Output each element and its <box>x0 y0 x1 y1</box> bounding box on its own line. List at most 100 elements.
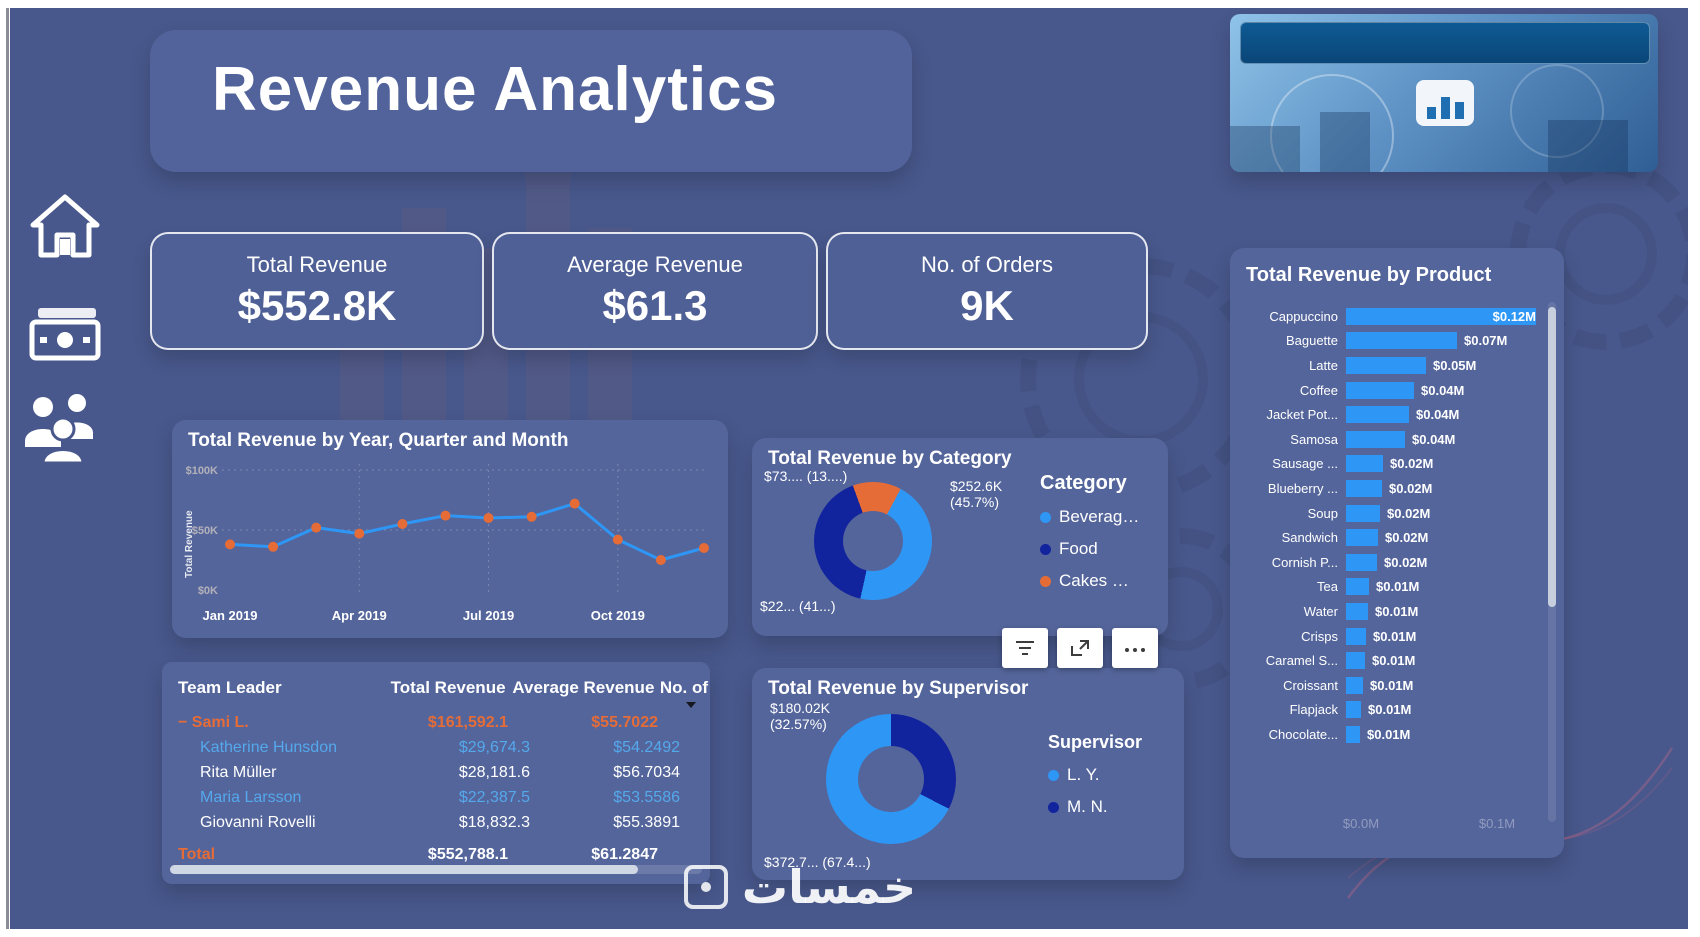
product-bar[interactable] <box>1346 356 1426 374</box>
table-body: − Sami L. $161,592.1 $55.7022 Katherine Hun… <box>162 710 710 835</box>
product-bar[interactable] <box>1346 627 1366 645</box>
product-bar[interactable] <box>1346 479 1382 497</box>
table-row[interactable]: Katherine Hunsdon $29,674.3 $54.2492 <box>162 735 710 760</box>
callout-pct: (32.57%) <box>770 716 827 732</box>
focus-mode-icon <box>1071 640 1089 656</box>
visual-header-toolbar <box>1002 628 1158 668</box>
data-point[interactable] <box>699 543 709 553</box>
data-point[interactable] <box>526 511 537 522</box>
supervisor-donut[interactable] <box>826 714 956 844</box>
y-axis-title: Total Revenue <box>184 510 195 578</box>
product-bar[interactable] <box>1346 430 1405 448</box>
product-category-label: Sandwich <box>1281 530 1338 546</box>
total-revenue-cell: $161,592.1 <box>427 713 508 731</box>
data-point[interactable] <box>268 541 279 552</box>
column-header-total-revenue[interactable]: Total Revenue <box>390 678 506 697</box>
product-bar-row: Chocolate... $0.01M <box>1238 722 1542 747</box>
line-chart-svg[interactable]: $0K $50K $100K Jan 2019 Apr 2019 Jul 2019 Oct … <box>178 456 722 628</box>
horizontal-scrollbar-thumb[interactable] <box>170 865 638 874</box>
legend-item-cakes[interactable]: Cakes … <box>1040 571 1139 591</box>
product-category-label: Flapjack <box>1289 702 1338 718</box>
product-bar-row: Cappuccino $0.12M <box>1238 304 1542 329</box>
table-header: Team Leader Total Revenue Average Revenu… <box>162 678 710 698</box>
table-row[interactable]: Giovanni Rovelli $18,832.3 $55.3891 <box>162 810 710 835</box>
nav-revenue-button[interactable] <box>22 292 108 372</box>
product-bar[interactable] <box>1346 553 1377 571</box>
data-point[interactable] <box>225 539 235 550</box>
column-header-no-of[interactable]: No. of <box>659 678 708 697</box>
sort-descending-icon[interactable] <box>686 702 696 708</box>
legend-item-beverag[interactable]: Beverag… <box>1040 507 1139 527</box>
svg-text:Apr 2019: Apr 2019 <box>332 608 387 623</box>
table-row[interactable]: Maria Larsson $22,387.5 $53.5586 <box>162 785 710 810</box>
vertical-scrollbar-track[interactable] <box>1548 302 1556 822</box>
product-bar[interactable]: $0.12M <box>1346 307 1536 325</box>
legend-item-food[interactable]: Food <box>1040 539 1139 559</box>
horizontal-scrollbar-track[interactable] <box>170 865 702 874</box>
product-bar[interactable] <box>1346 455 1383 473</box>
callout-value: $252.6K <box>950 478 1003 494</box>
category-donut[interactable] <box>814 482 932 600</box>
legend-title: Category <box>1040 472 1127 494</box>
product-bar[interactable] <box>1346 676 1363 694</box>
team-leader-cell: Maria Larsson <box>162 789 405 807</box>
product-bar[interactable] <box>1346 725 1360 743</box>
product-bar[interactable] <box>1346 381 1414 399</box>
supervisor-chart-title: Total Revenue by Supervisor <box>768 678 1029 699</box>
product-bar-row: Blueberry ... $0.02M <box>1238 476 1542 501</box>
column-header-average-revenue[interactable]: Average Revenue <box>512 678 655 697</box>
nav-home-button[interactable] <box>22 186 108 266</box>
product-category-label: Sausage ... <box>1272 456 1338 472</box>
product-bar[interactable] <box>1346 652 1365 670</box>
callout-mn: $180.02K (32.57%) <box>770 700 830 732</box>
bar-chart-icon <box>1416 80 1474 126</box>
supervisor-legend: Supervisor L. Y. M. N. <box>1048 732 1142 829</box>
data-point[interactable] <box>569 498 580 509</box>
data-point[interactable] <box>311 522 322 533</box>
column-header-team-leader[interactable]: Team Leader <box>178 678 282 697</box>
legend-item-mn[interactable]: M. N. <box>1048 797 1142 817</box>
data-point[interactable] <box>655 555 666 565</box>
product-bar[interactable] <box>1346 406 1409 424</box>
table-row[interactable]: Rita Müller $28,181.6 $56.7034 <box>162 760 710 785</box>
product-category-label: Caramel S... <box>1265 653 1338 669</box>
legend-item-ly[interactable]: L. Y. <box>1048 765 1142 785</box>
bar-track: $0.01M <box>1346 725 1542 743</box>
callout-beverages: $252.6K (45.7%) <box>950 478 1002 510</box>
filter-button[interactable] <box>1002 628 1048 668</box>
bar-value-label: $0.12M <box>1492 308 1536 324</box>
kpi-average-revenue: Average Revenue $61.3 <box>492 232 818 350</box>
product-category-label: Chocolate... <box>1268 726 1338 742</box>
product-bar[interactable] <box>1346 578 1369 596</box>
data-point[interactable] <box>483 513 494 523</box>
collapse-toggle[interactable]: − <box>178 713 192 731</box>
bar-track: $0.02M <box>1346 553 1542 571</box>
kpi-value: 9K <box>960 282 1014 329</box>
more-options-button[interactable] <box>1112 628 1158 668</box>
product-bar[interactable] <box>1346 602 1368 620</box>
legend-label: Cakes … <box>1059 571 1129 590</box>
vertical-scrollbar-thumb[interactable] <box>1548 307 1556 607</box>
product-bar[interactable] <box>1346 701 1361 719</box>
product-bar[interactable] <box>1346 332 1457 350</box>
focus-mode-button[interactable] <box>1057 628 1103 668</box>
data-point[interactable] <box>397 519 408 529</box>
data-point[interactable] <box>440 510 451 521</box>
product-bar-row: Sausage ... $0.02M <box>1238 452 1542 477</box>
table-total-row[interactable]: Total $552,788.1 $61.2847 <box>162 841 710 868</box>
bar-value-label: $0.04M <box>1416 407 1460 423</box>
line-chart[interactable]: $0K $50K $100K Jan 2019 Apr 2019 Jul 2019 Oct … <box>178 456 722 628</box>
product-bar-row: Jacket Pot... $0.04M <box>1238 402 1542 427</box>
table-row[interactable]: − Sami L. $161,592.1 $55.7022 <box>162 710 710 735</box>
product-category-label: Samosa <box>1290 431 1338 447</box>
nav-team-button[interactable] <box>18 386 104 466</box>
data-point[interactable] <box>612 534 623 545</box>
product-category-label: Blueberry ... <box>1267 480 1338 496</box>
product-bar[interactable] <box>1346 504 1380 522</box>
total-revenue-cell: $29,674.3 <box>458 738 530 756</box>
product-bar[interactable] <box>1346 529 1378 547</box>
team-leader-cell: Katherine Hunsdon <box>162 739 405 757</box>
data-point[interactable] <box>354 528 365 539</box>
bar-value-label: $0.02M <box>1387 505 1431 521</box>
product-bar-row: Latte $0.05M <box>1238 353 1542 378</box>
